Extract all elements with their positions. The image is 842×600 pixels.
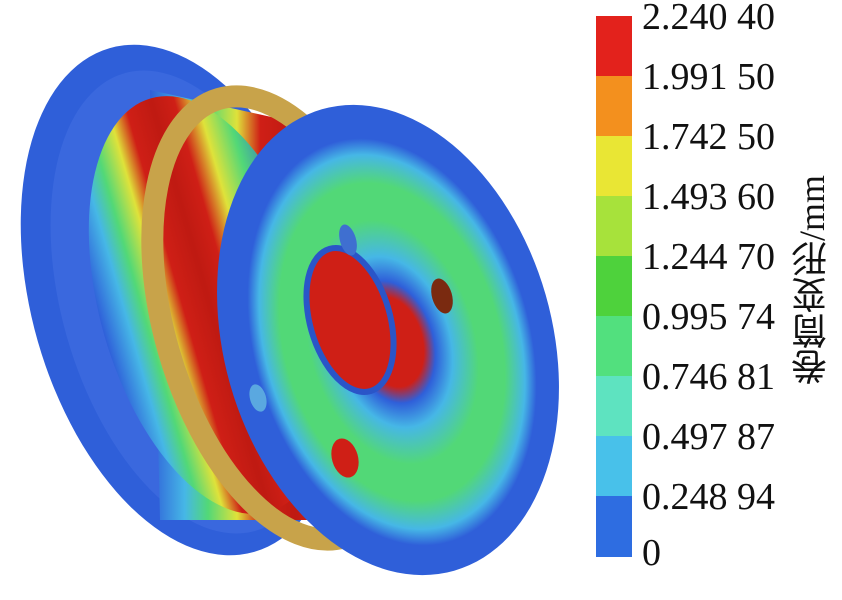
color-scale-title: 卷筒变形/mm: [792, 175, 832, 386]
color-band-7: [596, 436, 632, 497]
color-scale-bar: [596, 16, 632, 557]
tick-label-5: 0.995 74: [642, 296, 775, 338]
bolt-hole-left: [249, 384, 267, 412]
tick-label-1: 1.991 50: [642, 56, 775, 98]
color-band-1: [596, 76, 632, 137]
color-band-0: [596, 16, 632, 77]
color-band-5: [596, 316, 632, 377]
tick-label-0: 2.240 40: [642, 0, 775, 38]
tick-label-8: 0.248 94: [642, 476, 775, 518]
tick-label-3: 1.493 60: [642, 176, 775, 218]
color-band-2: [596, 136, 632, 197]
tick-label-9: 0: [642, 532, 661, 574]
color-band-8: [596, 496, 632, 557]
color-band-3: [596, 196, 632, 257]
tick-label-6: 0.746 81: [642, 356, 775, 398]
drum-deformation-contour: [20, 44, 559, 576]
tick-label-4: 1.244 70: [642, 236, 775, 278]
color-band-6: [596, 376, 632, 437]
bolt-hole-bottom: [331, 438, 359, 478]
color-band-4: [596, 256, 632, 317]
center-bore: [303, 245, 397, 395]
bolt-hole-top: [339, 224, 357, 256]
tick-label-7: 0.497 87: [642, 416, 775, 458]
tick-label-2: 1.742 50: [642, 116, 775, 158]
bolt-hole-right: [431, 278, 453, 314]
